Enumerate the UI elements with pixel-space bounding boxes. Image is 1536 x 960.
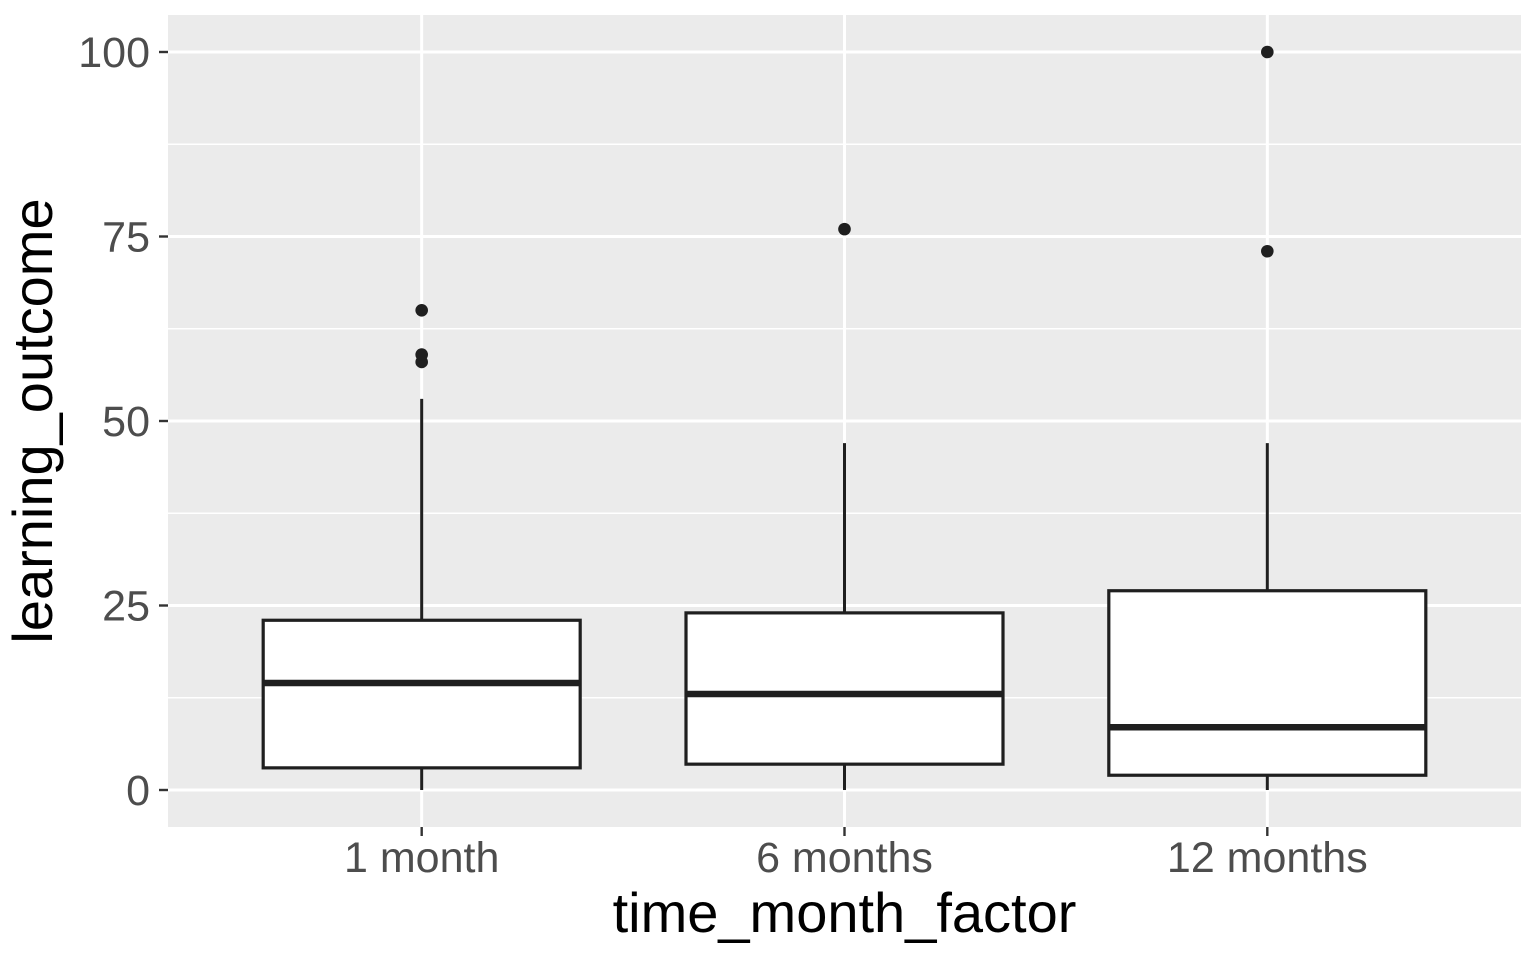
x-axis-title: time_month_factor [613,881,1077,944]
y-tick-label: 75 [102,214,150,262]
y-tick-label: 25 [102,583,150,631]
y-axis-tick-marks [159,50,168,792]
y-axis-title: learning_outcome [1,198,64,643]
y-tick-label: 50 [102,398,150,446]
outlier-point [1261,244,1274,258]
iqr-box [684,611,1005,766]
y-axis-tick-labels: 0 25 50 75 100 [78,29,150,815]
y-tick-label: 100 [78,29,150,77]
x-axis-tick-labels: 1 month 6 months 12 months [344,834,1368,882]
boxplot-1-month [261,304,582,790]
outlier-point [415,304,428,317]
outlier-point [838,222,851,236]
y-tick-label: 0 [126,767,150,815]
x-tick-label: 1 month [344,834,499,882]
outlier-point [415,348,428,361]
iqr-box [1107,589,1428,777]
outlier-point [1261,45,1274,59]
x-tick-label: 12 months [1167,834,1368,882]
iqr-box [261,618,582,770]
gridlines-major [168,15,1521,827]
boxplot-12-months [1107,45,1428,790]
boxplots [261,45,1428,790]
boxplot-6-months [684,222,1005,790]
x-tick-label: 6 months [756,834,933,882]
x-axis-tick-marks [420,827,1269,836]
